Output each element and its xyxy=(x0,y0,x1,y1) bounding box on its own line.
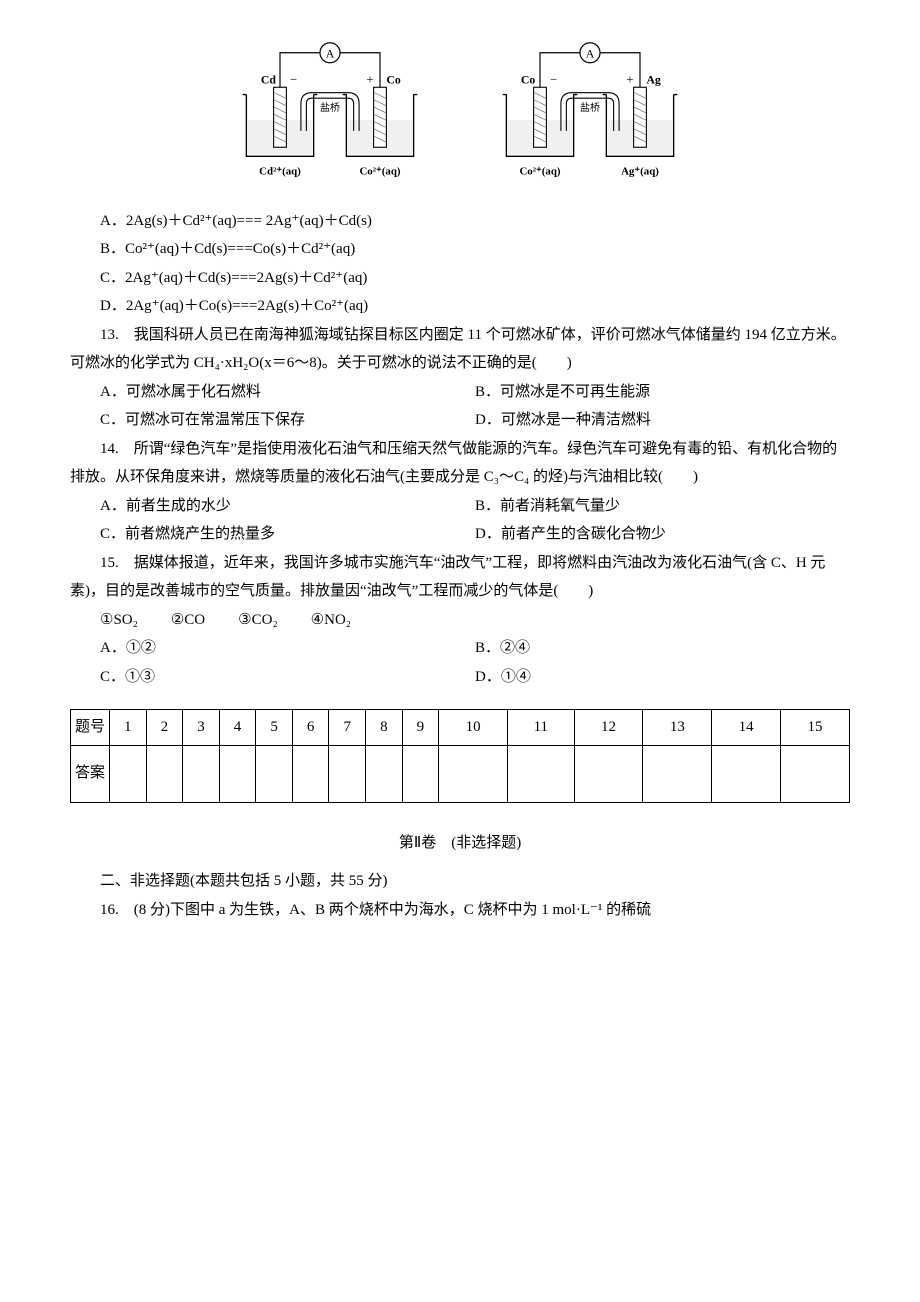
answer-cell xyxy=(643,745,712,802)
q14-option-a: A．前者生成的水少 xyxy=(100,492,475,521)
col-num: 4 xyxy=(219,710,256,746)
q13-option-a: A．可燃冰属于化石燃料 xyxy=(100,378,475,407)
col-num: 5 xyxy=(256,710,293,746)
q14-option-b: B．前者消耗氧气量少 xyxy=(475,492,850,521)
right-salt-bridge-label: 盐桥 xyxy=(580,101,600,114)
q13-option-b: B．可燃冰是不可再生能源 xyxy=(475,378,850,407)
left-solution-a: Cd²⁺(aq) xyxy=(259,166,301,178)
right-cell-diagram: A Co − Ag + xyxy=(490,40,690,195)
q15-stem: 15. 据媒体报道，近年来，我国许多城市实施汽车“油改气”工程，即将燃料由汽油改… xyxy=(70,549,850,606)
answer-cell xyxy=(219,745,256,802)
right-anode-label: Co xyxy=(521,73,536,87)
ammeter-label-r: A xyxy=(586,46,595,60)
answer-table: 题号 1 2 3 4 5 6 7 8 9 10 11 12 13 14 15 答… xyxy=(70,709,850,803)
answer-cell xyxy=(366,745,403,802)
col-num: 12 xyxy=(574,710,643,746)
q13-stem: 13. 我国科研人员已在南海神狐海域钻探目标区内圈定 11 个可燃冰矿体，评价可… xyxy=(70,321,850,378)
left-cathode-sign: + xyxy=(366,73,373,87)
row-label-answer: 答案 xyxy=(71,745,110,802)
answer-cell xyxy=(256,745,293,802)
q15-choice-3: ③CO₂ xyxy=(238,606,278,635)
col-num: 1 xyxy=(110,710,147,746)
col-num: 11 xyxy=(508,710,575,746)
answer-cell xyxy=(292,745,329,802)
q14-option-d: D．前者产生的含碳化合物少 xyxy=(475,520,850,549)
row-label-question: 题号 xyxy=(71,710,110,746)
left-cathode-label: Co xyxy=(386,73,401,87)
answer-cell xyxy=(439,745,508,802)
ammeter-label: A xyxy=(326,46,335,60)
q12-option-c: C．2Ag⁺(aq)＋Cd(s)===2Ag(s)＋Cd²⁺(aq) xyxy=(70,264,850,293)
col-num: 13 xyxy=(643,710,712,746)
right-solution-a: Co²⁺(aq) xyxy=(519,166,560,178)
q12-option-d: D．2Ag⁺(aq)＋Co(s)===2Ag(s)＋Co²⁺(aq) xyxy=(70,292,850,321)
answer-cell xyxy=(110,745,147,802)
answer-cell xyxy=(712,745,781,802)
answer-cell xyxy=(781,745,850,802)
col-num: 10 xyxy=(439,710,508,746)
q12-option-a: A．2Ag(s)＋Cd²⁺(aq)=== 2Ag⁺(aq)＋Cd(s) xyxy=(70,207,850,236)
answer-cell xyxy=(329,745,366,802)
col-num: 6 xyxy=(292,710,329,746)
q15-option-d: D．①④ xyxy=(475,663,850,692)
col-num: 7 xyxy=(329,710,366,746)
col-num: 2 xyxy=(146,710,183,746)
left-anode-label: Cd xyxy=(261,73,277,87)
section2-heading: 第Ⅱ卷 (非选择题) xyxy=(70,829,850,858)
right-cathode-label: Ag xyxy=(646,73,661,87)
left-salt-bridge-label: 盐桥 xyxy=(320,101,340,114)
q14-stem: 14. 所谓“绿色汽车”是指使用液化石油气和压缩天然气做能源的汽车。绿色汽车可避… xyxy=(70,435,850,492)
table-row: 答案 xyxy=(71,745,850,802)
answer-cell xyxy=(508,745,575,802)
answer-cell xyxy=(402,745,439,802)
answer-cell xyxy=(574,745,643,802)
col-num: 8 xyxy=(366,710,403,746)
q14-option-c: C．前者燃烧产生的热量多 xyxy=(100,520,475,549)
col-num: 14 xyxy=(712,710,781,746)
col-num: 15 xyxy=(781,710,850,746)
right-cathode-sign: + xyxy=(626,73,633,87)
q15-choice-4: ④NO₂ xyxy=(311,606,351,635)
left-solution-b: Co²⁺(aq) xyxy=(359,166,400,178)
section2-intro: 二、非选择题(本题共包括 5 小题，共 55 分) xyxy=(70,867,850,896)
q12-option-b: B．Co²⁺(aq)＋Cd(s)===Co(s)＋Cd²⁺(aq) xyxy=(70,235,850,264)
left-anode-sign: − xyxy=(290,73,297,87)
answer-cell xyxy=(146,745,183,802)
col-num: 9 xyxy=(402,710,439,746)
col-num: 3 xyxy=(183,710,220,746)
q16-stem: 16. (8 分)下图中 a 为生铁，A、B 两个烧杯中为海水，C 烧杯中为 1… xyxy=(70,896,850,925)
cell-diagrams: A Cd − Co + xyxy=(70,40,850,195)
q15-choice-1: ①SO₂ xyxy=(100,606,138,635)
q15-choice-2: ②CO xyxy=(171,606,205,635)
q15-option-c: C．①③ xyxy=(100,663,475,692)
answer-cell xyxy=(183,745,220,802)
right-solution-b: Ag⁺(aq) xyxy=(621,166,659,178)
table-row: 题号 1 2 3 4 5 6 7 8 9 10 11 12 13 14 15 xyxy=(71,710,850,746)
q13-option-c: C．可燃冰可在常温常压下保存 xyxy=(100,406,475,435)
q13-option-d: D．可燃冰是一种清洁燃料 xyxy=(475,406,850,435)
left-cell-diagram: A Cd − Co + xyxy=(230,40,430,195)
right-anode-sign: − xyxy=(550,73,557,87)
q15-option-a: A．①② xyxy=(100,634,475,663)
q15-option-b: B．②④ xyxy=(475,634,850,663)
